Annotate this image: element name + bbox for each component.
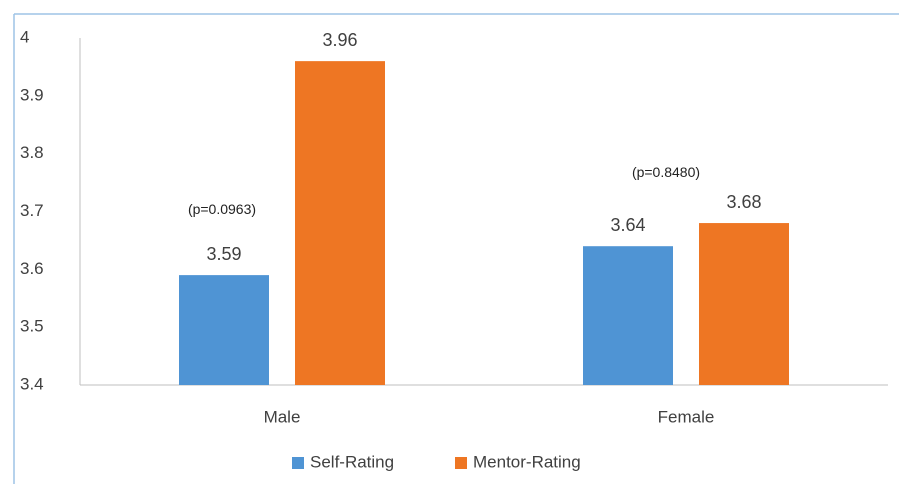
value-label: 3.59 (206, 244, 241, 264)
y-tick-label: 3.8 (20, 143, 44, 162)
legend-swatch (455, 457, 467, 469)
y-tick-label: 3.4 (20, 374, 44, 393)
value-label: 3.64 (610, 215, 645, 235)
bar (583, 246, 673, 385)
value-label: 3.68 (726, 192, 761, 212)
y-tick-label: 3.9 (20, 85, 44, 104)
legend-swatch (292, 457, 304, 469)
value-label: 3.96 (322, 30, 357, 50)
annotation: (p=0.8480) (632, 164, 700, 180)
y-tick-label: 3.7 (20, 201, 44, 220)
annotation: (p=0.0963) (188, 201, 256, 217)
legend-label: Mentor-Rating (473, 452, 581, 471)
bar (179, 275, 269, 385)
bar (699, 223, 789, 385)
x-tick-label: Male (264, 407, 301, 426)
legend-label: Self-Rating (310, 452, 394, 471)
x-tick-label: Female (658, 407, 715, 426)
y-tick-label: 3.6 (20, 259, 44, 278)
bar (295, 61, 385, 386)
y-tick-label: 4 (20, 27, 29, 46)
y-tick-label: 3.5 (20, 317, 44, 336)
